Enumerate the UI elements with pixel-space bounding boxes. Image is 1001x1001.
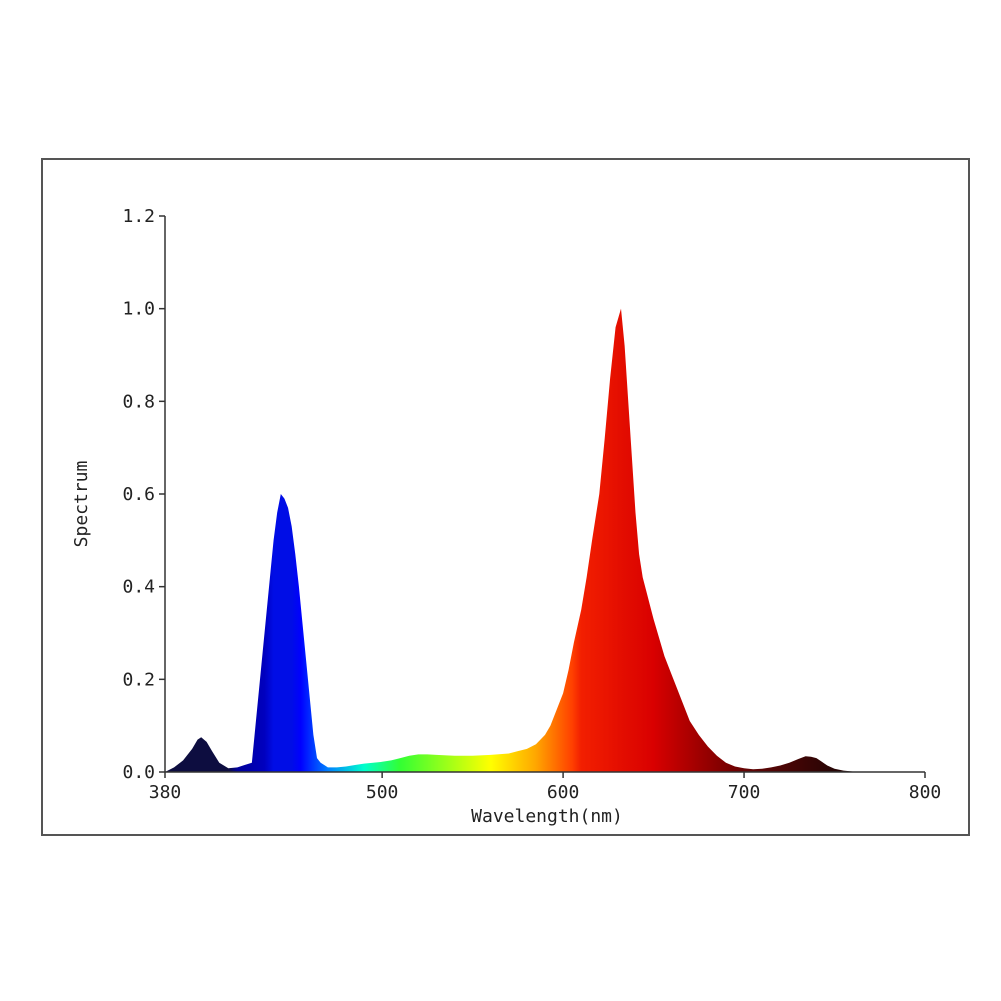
axes-layer xyxy=(159,215,926,778)
x-tick-label: 600 xyxy=(547,782,580,803)
labels-layer: 0.0 0.2 0.4 0.6 0.8 1.0 1.2 380 500 600 700 800 Wave… xyxy=(71,206,941,827)
spectrum-area xyxy=(165,308,925,772)
y-tick-label: 1.2 xyxy=(122,206,155,227)
y-tick-label: 0.2 xyxy=(122,669,155,690)
x-tick-label: 800 xyxy=(909,782,942,803)
x-tick-label: 700 xyxy=(728,782,761,803)
y-tick-label: 0.4 xyxy=(122,577,155,598)
x-tick-label: 380 xyxy=(149,782,182,803)
series-layer xyxy=(165,308,925,772)
y-axis-title: Spectrum xyxy=(71,461,92,548)
x-tick-label: 500 xyxy=(366,782,399,803)
y-tick-label: 0.0 xyxy=(122,762,155,783)
y-tick-label: 1.0 xyxy=(122,299,155,320)
y-tick-label: 0.6 xyxy=(122,484,155,505)
spectrum-chart: 0.0 0.2 0.4 0.6 0.8 1.0 1.2 380 500 600 700 800 Wave… xyxy=(71,206,941,827)
chart-frame: 0.0 0.2 0.4 0.6 0.8 1.0 1.2 380 500 600 700 800 Wave… xyxy=(41,158,970,836)
y-tick-label: 0.8 xyxy=(122,391,155,412)
x-axis-title: Wavelength(nm) xyxy=(471,806,623,827)
